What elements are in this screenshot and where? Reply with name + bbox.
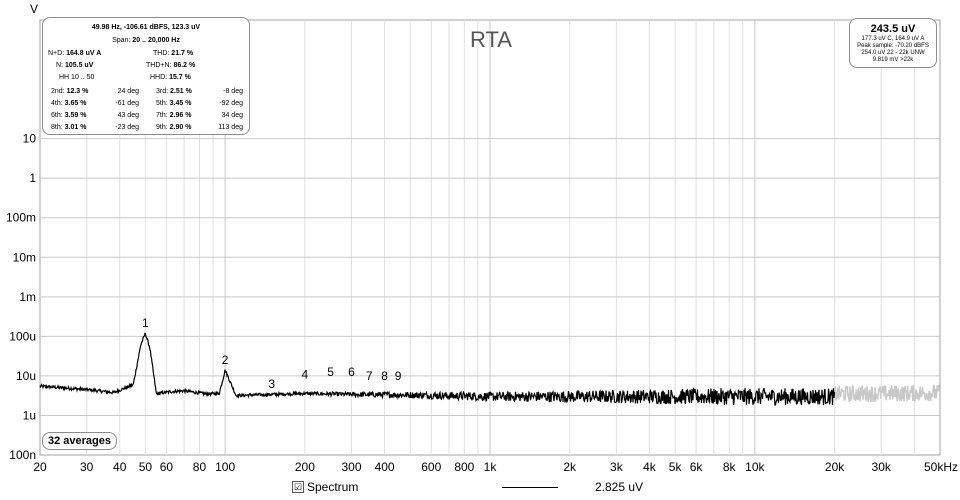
x-tick-label: 1k [484,460,498,474]
x-tick-label: 20k [825,460,845,474]
nd-stat: N+D: 164.8 uV A [48,50,102,57]
x-tick-label: 400 [375,460,395,474]
harmonic-number-label: 2 [222,353,229,367]
x-tick-label: 20 [33,460,47,474]
averages-counter[interactable]: 32 averages [42,432,117,450]
y-axis-label: V [30,2,38,16]
y-tick-label: 10 [23,132,37,146]
x-tick-label: 600 [421,460,441,474]
y-tick-label: 100m [6,211,36,225]
x-tick-label: 60 [160,460,174,474]
y-tick-label: 10u [16,369,36,383]
x-tick-label: 300 [341,460,361,474]
harmonic-3-phase: -8 deg [223,88,243,95]
x-tick-label: 3k [610,460,624,474]
harmonic-5-phase: -92 deg [219,100,243,107]
x-tick-label: 50kHz [924,460,958,474]
x-tick-label: 8k [723,460,737,474]
summary-line-1: 177.3 uV C, 164.9 uV A [861,36,925,42]
harmonic-7-phase: 34 deg [221,112,243,119]
hh-range: HH 10 .. 50 [59,74,95,81]
harmonic-number-label: 7 [366,369,373,383]
harmonic-8-phase: -23 deg [115,124,139,131]
y-tick-label: 1m [19,290,36,304]
summary-line-2: Peak sample: -70.20 dBFS [857,43,929,49]
x-tick-label: 30 [80,460,94,474]
y-tick-label: 10m [13,250,36,264]
x-tick-label: 80 [193,460,207,474]
harmonic-labels: 1 2 3 4 5 6 7 8 9 [142,316,402,391]
x-tick-label: 100 [215,460,235,474]
x-tick-label: 10k [745,460,765,474]
harmonic-9-value: 9th: 2.90 % [156,124,192,131]
y-tick-label: 1u [23,408,36,422]
hhd-stat: HHD: 15.7 % [150,74,191,81]
y-tick-label: 1 [29,171,36,185]
x-tick-label: 30k [872,460,892,474]
x-tick-labels: 20 30 40 50 60 80 100 200 300 400 600 800 1k 2k 3k 4k 5k… [33,460,958,474]
harmonic-5-value: 5th: 3.45 % [156,100,192,107]
x-tick-label: 5k [669,460,683,474]
harmonic-2-phase: 24 deg [117,88,139,95]
harmonic-number-label: 1 [142,316,149,330]
harmonic-3-value: 3rd: 2.51 % [156,88,192,95]
harmonic-4-phase: -61 deg [115,100,139,107]
grid-lines [40,20,940,455]
thdn-stat: THD+N: 86.2 % [146,62,196,69]
spectrum-legend-value: 2.825 uV [595,480,644,494]
harmonic-8-value: 8th: 3.01 % [51,124,87,131]
spectrum-checkbox[interactable]: ☑ [292,481,304,493]
harmonic-7-value: 7th: 2.96 % [156,112,192,119]
harmonic-4-value: 4th: 3.65 % [51,100,87,107]
x-tick-label: 40 [113,460,127,474]
harmonic-number-label: 6 [348,365,355,379]
harmonic-number-label: 9 [395,369,402,383]
spectrum-line-above-20k [833,383,941,403]
x-tick-label: 4k [643,460,657,474]
harmonic-6-value: 6th: 3.59 % [51,112,87,119]
harmonic-number-label: 5 [327,365,334,379]
x-tick-label: 800 [454,460,474,474]
spectrum-legend-swatch [502,487,558,488]
summary-line-3: 254.0 uV 22 - 22k UNW [861,50,925,56]
summary-line-4: 9.819 mV >22k [872,57,914,63]
harmonic-2-value: 2nd: 12.3 % [51,88,89,95]
level-summary-panel[interactable]: 243.5 uV 177.3 uV C, 164.9 uV A Peak sam… [849,18,937,68]
summary-main-value: 243.5 uV [870,23,916,35]
harmonic-number-label: 4 [302,368,309,382]
legend-bar: ☑ Spectrum 2.825 uV [0,478,960,500]
harmonic-number-label: 8 [381,369,388,383]
y-tick-label: 100u [9,329,36,343]
x-tick-label: 200 [295,460,315,474]
y-tick-label: 100n [9,448,36,462]
chart-title: RTA [470,27,512,52]
n-stat: N: 105.5 uV [56,62,94,69]
thd-stat: THD: 21.7 % [153,50,194,57]
y-tick-labels: 100n 1u 10u 100u 1m 10m 100m 1 10 [6,132,36,462]
harmonic-9-phase: 113 deg [218,124,243,131]
x-tick-label: 50 [139,460,153,474]
spectrum-line [39,332,836,406]
harmonic-6-phase: 43 deg [117,112,139,119]
x-tick-label: 6k [690,460,704,474]
stats-header-fundamental: 49.98 Hz, -106.61 dBFS, 123.3 uV [91,24,201,31]
spectrum-traces [39,332,941,406]
spectrum-legend-label[interactable]: Spectrum [307,480,359,494]
stats-header-span: Span: 20 .. 20,000 Hz [112,37,180,44]
x-tick-label: 2k [563,460,577,474]
thd-stats-panel[interactable]: 49.98 Hz, -106.61 dBFS, 123.3 uV Span: 2… [42,17,250,135]
harmonic-number-label: 3 [268,377,275,391]
